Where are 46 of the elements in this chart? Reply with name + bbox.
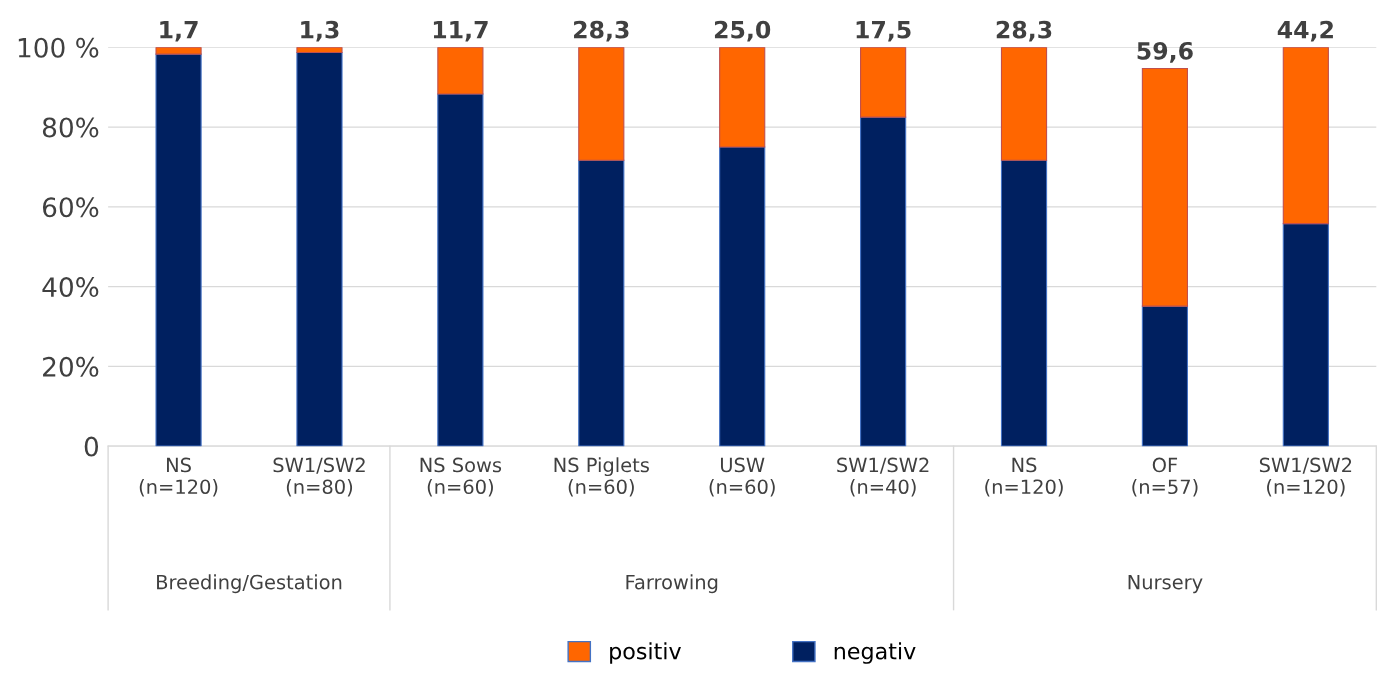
- data-label: 11,7: [433, 21, 488, 42]
- data-label: 17,5: [856, 21, 911, 42]
- bar: [578, 47, 625, 161]
- bar: [437, 47, 484, 95]
- y-tick-label: 20%: [43, 356, 99, 377]
- data-label: 44,2: [1277, 20, 1333, 42]
- x-tick-label: USW (n=60): [709, 457, 775, 497]
- y-tick-label: 60%: [42, 197, 99, 218]
- bar: [155, 53, 202, 447]
- x-tick-label: SW1/SW2 (n=120): [1259, 457, 1352, 497]
- y-tick-label: 40%: [42, 277, 99, 298]
- x-tick-label: NS Sows (n=60): [420, 457, 502, 497]
- bar: [155, 47, 202, 55]
- data-label: 28,3: [574, 20, 629, 42]
- x-tick-label: NS Piglets (n=60): [554, 457, 649, 497]
- bar: [860, 116, 907, 447]
- legend-label: negativ: [834, 642, 916, 664]
- text: Farrowing: [626, 574, 718, 594]
- bar: [1000, 159, 1048, 447]
- x-tick-label: NS (n=120): [139, 457, 218, 497]
- data-label: 59,6: [1137, 41, 1193, 63]
- text: Breeding/Gestation: [157, 574, 342, 594]
- data-label: 28,3: [996, 20, 1052, 42]
- text: Nursery: [1128, 574, 1203, 594]
- data-label: 1,7: [160, 21, 198, 42]
- bar: [578, 159, 625, 447]
- x-tick-label: SW1/SW2 (n=40): [837, 457, 929, 497]
- bar: [860, 47, 907, 118]
- x-tick-label: SW1/SW2 (n=80): [273, 457, 365, 497]
- bar: [719, 47, 766, 148]
- x-tick-label: OF (n=57): [1132, 457, 1198, 497]
- bar: [1282, 47, 1329, 225]
- bar: [719, 146, 766, 447]
- bar: [1141, 67, 1189, 307]
- bar: [437, 93, 484, 447]
- bar: [296, 51, 343, 447]
- data-label: 25,0: [714, 20, 771, 42]
- y-tick-label: 80%: [42, 117, 99, 138]
- x-tick-label: NS (n=120): [985, 457, 1063, 497]
- y-tick-label: 100 %: [18, 37, 99, 58]
- bar: [1141, 305, 1189, 447]
- legend-label: positiv: [610, 642, 681, 664]
- data-label: 1,3: [301, 20, 339, 42]
- bar: [1000, 47, 1048, 161]
- y-tick-label: 0: [84, 436, 99, 457]
- bar: [1282, 223, 1329, 447]
